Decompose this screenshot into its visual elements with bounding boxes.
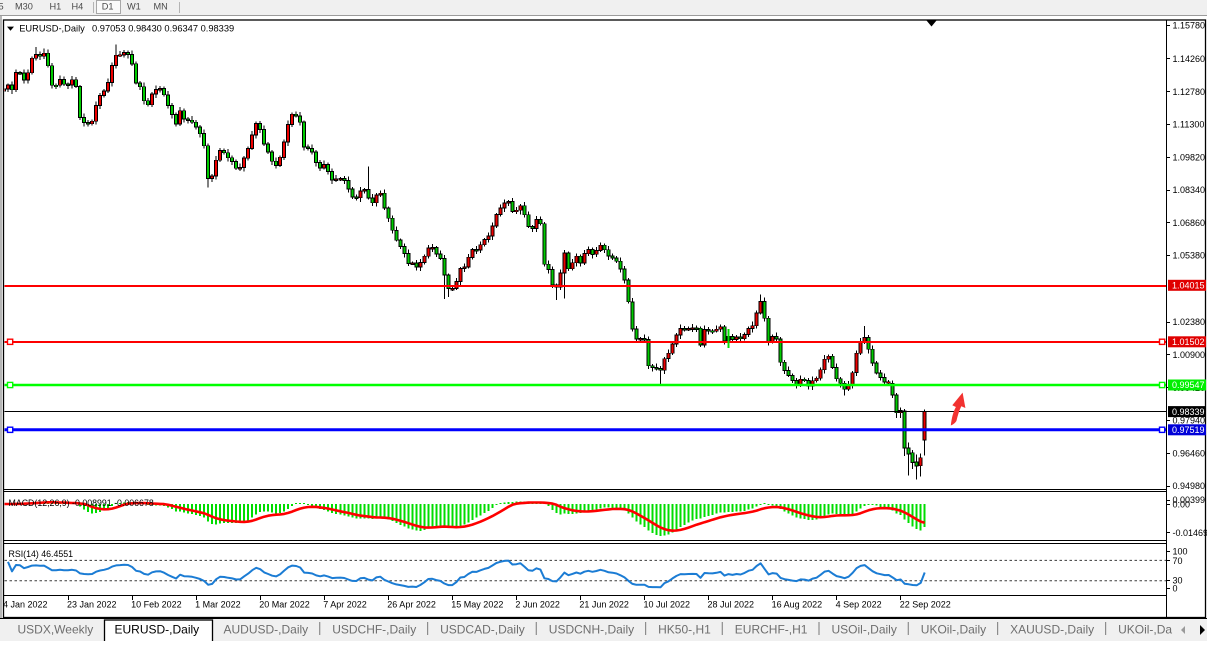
svg-text:UKOil-,Da: UKOil-,Da (1118, 623, 1172, 637)
svg-text:USDCAD-,Daily: USDCAD-,Daily (440, 623, 525, 637)
svg-text:0.98339: 0.98339 (1172, 407, 1205, 417)
svg-text:USDCNH-,Daily: USDCNH-,Daily (549, 623, 634, 637)
svg-text:22 Sep 2022: 22 Sep 2022 (900, 600, 951, 610)
svg-text:-0.01469: -0.01469 (1173, 528, 1207, 538)
svg-text:0.99547: 0.99547 (1172, 380, 1205, 390)
svg-text:5: 5 (0, 2, 4, 12)
svg-text:0.96460: 0.96460 (1173, 448, 1206, 458)
svg-text:USDX,Weekly: USDX,Weekly (18, 623, 94, 637)
svg-text:MN: MN (154, 2, 168, 12)
svg-text:XAUUSD-,Daily: XAUUSD-,Daily (1010, 623, 1094, 637)
svg-text:D1: D1 (102, 2, 114, 12)
svg-text:EURCHF-,H1: EURCHF-,H1 (735, 623, 808, 637)
svg-text:1.06860: 1.06860 (1173, 218, 1206, 228)
svg-text:1.12780: 1.12780 (1173, 87, 1206, 97)
svg-text:H1: H1 (50, 2, 62, 12)
svg-text:21 Jun 2022: 21 Jun 2022 (579, 600, 629, 610)
svg-text:1.02380: 1.02380 (1173, 317, 1206, 327)
svg-text:1.11300: 1.11300 (1173, 120, 1205, 130)
svg-text:H4: H4 (72, 2, 84, 12)
svg-text:USDCHF-,Daily: USDCHF-,Daily (332, 623, 416, 637)
svg-text:EURUSD-,Daily 0.97053 0.98430: EURUSD-,Daily 0.97053 0.98430 0.96347 0.… (19, 24, 234, 34)
svg-text:100: 100 (1173, 547, 1188, 557)
svg-text:1 Mar 2022: 1 Mar 2022 (195, 600, 241, 610)
svg-text:M30: M30 (15, 2, 33, 12)
svg-text:HK50-,H1: HK50-,H1 (658, 623, 711, 637)
svg-text:1.14260: 1.14260 (1173, 54, 1206, 64)
svg-text:15 May 2022: 15 May 2022 (451, 600, 503, 610)
svg-text:7 Apr 2022: 7 Apr 2022 (323, 600, 367, 610)
svg-text:EURUSD-,Daily: EURUSD-,Daily (115, 623, 200, 637)
svg-text:1.04015: 1.04015 (1172, 281, 1205, 291)
svg-text:0.00: 0.00 (1173, 500, 1191, 510)
svg-text:USOil-,Daily: USOil-,Daily (832, 623, 897, 637)
svg-text:AUDUSD-,Daily: AUDUSD-,Daily (224, 623, 309, 637)
svg-text:4 Jan 2022: 4 Jan 2022 (3, 600, 48, 610)
svg-text:UKOil-,Daily: UKOil-,Daily (921, 623, 986, 637)
svg-text:RSI(14) 46.4551: RSI(14) 46.4551 (9, 549, 74, 559)
svg-text:20 Mar 2022: 20 Mar 2022 (259, 600, 310, 610)
svg-text:1.15780: 1.15780 (1173, 20, 1206, 30)
svg-text:10 Feb 2022: 10 Feb 2022 (131, 600, 182, 610)
svg-text:23 Jan 2022: 23 Jan 2022 (67, 600, 117, 610)
svg-text:2 Jun 2022: 2 Jun 2022 (515, 600, 560, 610)
svg-text:16 Aug 2022: 16 Aug 2022 (772, 600, 823, 610)
svg-text:70: 70 (1173, 556, 1183, 566)
svg-text:1.09820: 1.09820 (1173, 152, 1206, 162)
svg-text:28 Jul 2022: 28 Jul 2022 (708, 600, 755, 610)
svg-text:1.05380: 1.05380 (1173, 251, 1206, 261)
svg-text:1.01502: 1.01502 (1172, 337, 1205, 347)
svg-text:26 Apr 2022: 26 Apr 2022 (387, 600, 436, 610)
svg-text:10 Jul 2022: 10 Jul 2022 (644, 600, 691, 610)
svg-text:0: 0 (1173, 584, 1178, 594)
svg-text:0.94980: 0.94980 (1173, 481, 1206, 491)
svg-text:MACD(12,26,9) -0.008991 -0.006: MACD(12,26,9) -0.008991 -0.006678 (9, 498, 154, 508)
svg-text:1.00900: 1.00900 (1173, 350, 1206, 360)
svg-text:4 Sep 2022: 4 Sep 2022 (836, 600, 882, 610)
svg-text:0.97519: 0.97519 (1172, 425, 1205, 435)
svg-text:1.08340: 1.08340 (1173, 185, 1206, 195)
svg-text:W1: W1 (127, 2, 141, 12)
